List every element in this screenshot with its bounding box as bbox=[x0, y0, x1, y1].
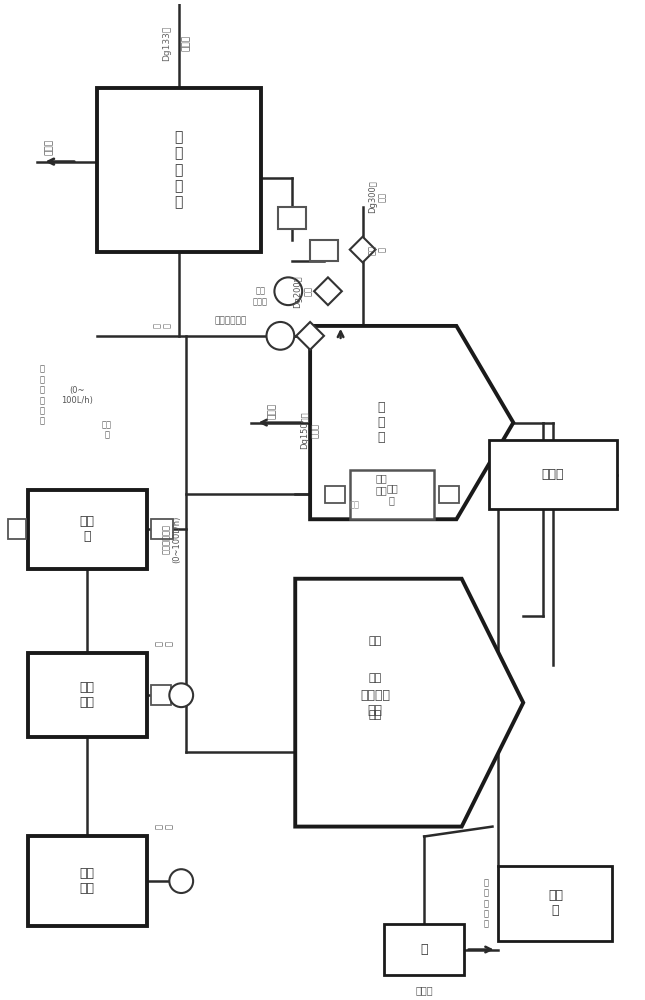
Text: 精滤沉降
装置: 精滤沉降 装置 bbox=[360, 689, 390, 717]
Circle shape bbox=[274, 277, 302, 305]
Bar bbox=[152, 519, 174, 539]
Text: 控制
器: 控制 器 bbox=[79, 515, 95, 543]
Text: 液面: 液面 bbox=[350, 500, 360, 509]
Text: 石灰
乳罐: 石灰 乳罐 bbox=[79, 681, 95, 709]
Text: 出水口: 出水口 bbox=[268, 403, 277, 419]
Bar bbox=[279, 207, 306, 229]
Text: Dg150电磁
控制阀: Dg150电磁 控制阀 bbox=[301, 411, 320, 449]
Text: 发
酵: 发 酵 bbox=[155, 641, 174, 646]
Text: 电磁
阀: 电磁 阀 bbox=[386, 484, 398, 505]
Polygon shape bbox=[310, 326, 513, 519]
Text: 精滤: 精滤 bbox=[368, 636, 382, 646]
Text: 发
酵: 发 酵 bbox=[155, 824, 174, 829]
Text: Dg300流
量计: Dg300流 量计 bbox=[368, 181, 387, 213]
Text: 泵: 泵 bbox=[421, 943, 428, 956]
Polygon shape bbox=[295, 579, 523, 827]
Bar bbox=[28, 836, 146, 926]
Text: 出汽口: 出汽口 bbox=[45, 139, 54, 155]
Text: 截止
阀: 截止 阀 bbox=[368, 245, 387, 255]
Bar bbox=[384, 924, 464, 975]
Text: 出
汁
口
清
汁: 出 汁 口 清 汁 bbox=[484, 878, 489, 929]
Text: Dg133来: Dg133来 bbox=[163, 26, 172, 61]
Bar bbox=[310, 240, 338, 261]
Polygon shape bbox=[350, 237, 375, 262]
Text: 沉降: 沉降 bbox=[368, 673, 382, 683]
Text: 蒸汽疏水排出: 蒸汽疏水排出 bbox=[215, 316, 247, 325]
Text: 吸滤机: 吸滤机 bbox=[542, 468, 564, 481]
Text: 超
声
波
液
位
计: 超 声 波 液 位 计 bbox=[40, 365, 45, 426]
Text: 疏
水: 疏 水 bbox=[153, 323, 172, 328]
Polygon shape bbox=[314, 277, 342, 305]
Bar bbox=[97, 88, 261, 252]
Text: 预处
理罐: 预处 理罐 bbox=[79, 867, 95, 895]
Bar bbox=[28, 490, 146, 569]
Bar bbox=[325, 486, 345, 503]
Bar bbox=[488, 440, 617, 509]
Text: 粗滤
沉降: 粗滤 沉降 bbox=[375, 474, 387, 495]
Bar bbox=[8, 519, 26, 539]
Text: (0~
100L/h): (0~ 100L/h) bbox=[61, 386, 93, 405]
Bar bbox=[439, 486, 459, 503]
Circle shape bbox=[170, 683, 193, 707]
Text: 液位
变送器: 液位 变送器 bbox=[253, 286, 268, 306]
Bar bbox=[350, 470, 434, 519]
Circle shape bbox=[170, 869, 193, 893]
Text: 装置: 装置 bbox=[368, 710, 382, 720]
Text: 泥浆
泵: 泥浆 泵 bbox=[548, 889, 563, 917]
Text: 蒸
汽
缓
冲
器: 蒸 汽 缓 冲 器 bbox=[175, 130, 183, 209]
Text: 计量泵流量计
(0~100L/h): 计量泵流量计 (0~100L/h) bbox=[162, 515, 181, 563]
Text: 粗
滤
器: 粗 滤 器 bbox=[377, 401, 385, 444]
Bar bbox=[499, 866, 613, 941]
Bar bbox=[152, 685, 172, 705]
Polygon shape bbox=[296, 322, 324, 350]
Text: 入汁口: 入汁口 bbox=[182, 35, 191, 51]
Text: 滤泥去: 滤泥去 bbox=[415, 985, 433, 995]
Bar bbox=[28, 653, 146, 737]
Circle shape bbox=[266, 322, 294, 350]
Text: Dg200调
节阀: Dg200调 节阀 bbox=[293, 275, 313, 308]
Text: 计量
泵: 计量 泵 bbox=[102, 420, 112, 440]
